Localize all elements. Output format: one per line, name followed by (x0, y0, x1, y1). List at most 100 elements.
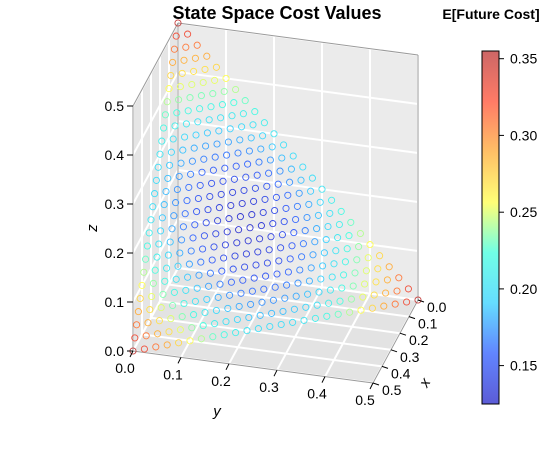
data-point (229, 265, 237, 273)
data-point (260, 119, 268, 127)
data-point (393, 287, 401, 295)
data-point (304, 290, 312, 298)
data-point (208, 179, 216, 187)
data-point (193, 41, 201, 49)
data-point (154, 163, 162, 171)
data-point (168, 225, 176, 233)
x-tick-label: 0.0 (427, 299, 447, 315)
data-point (163, 264, 171, 272)
data-point (307, 264, 315, 272)
data-point (164, 251, 172, 259)
back-pane (178, 23, 418, 300)
data-point (355, 243, 363, 251)
data-point (356, 229, 364, 238)
data-point (245, 147, 253, 155)
data-point (244, 160, 252, 168)
data-point (198, 168, 206, 176)
data-point (224, 138, 232, 146)
data-point (290, 305, 298, 313)
data-point (140, 345, 148, 353)
data-point (224, 304, 232, 312)
data-point (266, 322, 274, 331)
data-point (239, 276, 247, 284)
data-point (205, 116, 213, 124)
data-point (167, 148, 175, 156)
data-point (169, 301, 177, 310)
data-point (281, 294, 289, 302)
gridline (141, 333, 383, 368)
data-point (140, 268, 148, 276)
data-point (323, 312, 331, 320)
data-point (197, 335, 205, 343)
data-point (183, 197, 191, 205)
data-point (153, 253, 161, 261)
data-point (347, 218, 355, 226)
data-point (160, 201, 168, 209)
data-point (164, 174, 172, 182)
data-point (318, 185, 326, 193)
data-point (259, 132, 267, 140)
data-point (201, 308, 209, 317)
data-point (193, 208, 201, 216)
data-point (322, 236, 330, 244)
data-point (188, 80, 196, 89)
data-point (143, 242, 151, 250)
data-point (317, 275, 325, 283)
data-point (247, 300, 255, 308)
data-point (254, 248, 262, 256)
colorbar-tick-label: 0.30 (510, 127, 537, 143)
data-point (280, 218, 288, 226)
y-axis-label: y (212, 403, 222, 420)
data-point (184, 107, 192, 115)
data-point (242, 250, 250, 258)
data-point (191, 54, 199, 62)
colorbar-ticks: 0.15 0.20 0.25 0.30 0.35 (499, 51, 537, 374)
data-point (190, 144, 198, 152)
data-point (145, 229, 153, 237)
data-point (227, 278, 235, 286)
colorbar (481, 50, 500, 405)
data-point (160, 124, 168, 132)
y-tick-mark (369, 382, 374, 390)
data-point (185, 183, 193, 191)
y-tick-mark (321, 376, 326, 383)
data-point (289, 152, 297, 160)
data-point (296, 266, 304, 274)
data-point (233, 315, 241, 324)
data-point (328, 196, 336, 204)
data-point (206, 192, 214, 201)
data-point (284, 191, 292, 199)
data-point (184, 273, 192, 281)
data-point (366, 241, 374, 249)
data-point (391, 300, 399, 308)
data-point (353, 256, 361, 264)
data-point (282, 204, 290, 212)
data-point (161, 111, 169, 119)
z-tick-label: 0.5 (105, 98, 125, 114)
data-point (335, 220, 343, 229)
data-point (176, 326, 184, 334)
data-point (195, 271, 203, 279)
data-point (203, 129, 211, 137)
data-point (166, 161, 174, 169)
data-point (173, 185, 181, 194)
data-point (345, 232, 353, 240)
data-point (337, 207, 345, 215)
x-tick-mark (381, 365, 389, 369)
data-point (187, 247, 195, 255)
gridline (177, 267, 419, 301)
box-edge (177, 22, 419, 56)
data-point (165, 328, 173, 336)
data-point (154, 330, 162, 338)
data-point (376, 252, 384, 260)
data-point (163, 341, 171, 349)
data-point (278, 231, 286, 239)
data-point (182, 120, 190, 128)
data-point (236, 136, 244, 144)
data-point (403, 298, 411, 306)
data-point (236, 213, 244, 221)
data-point (274, 180, 282, 188)
colorbar-title: E[Future Cost] (442, 6, 539, 22)
data-point (267, 233, 275, 241)
data-point (197, 258, 205, 266)
